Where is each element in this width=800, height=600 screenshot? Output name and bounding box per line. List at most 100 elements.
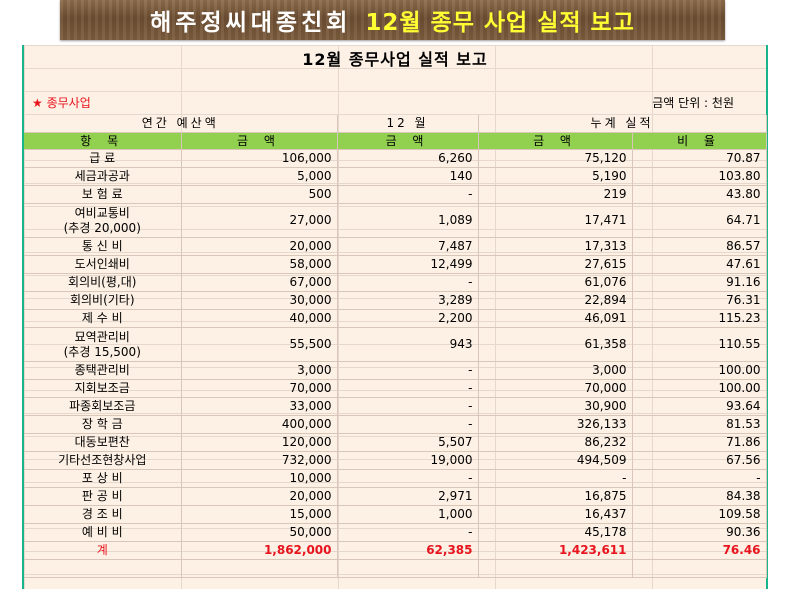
ratio-col-header: 비 율 <box>632 132 767 150</box>
section-label: ★ 종무사업 <box>32 96 91 110</box>
item-label: 종택관리비 <box>74 363 130 377</box>
ratio-cell: 64.71 <box>632 203 767 238</box>
total-month: 62,385 <box>337 541 479 560</box>
item-label: 회의비(평,대) <box>68 275 137 289</box>
ratio-cell: 47.61 <box>632 255 767 274</box>
empty-cell <box>632 559 767 578</box>
budget-cell: 3,000 <box>181 361 338 380</box>
org-name: 해주정씨대종친회 <box>150 10 352 36</box>
empty-cell <box>24 559 182 578</box>
ratio-cell: 84.38 <box>632 487 767 506</box>
month-amount-cell: - <box>337 469 479 488</box>
month-amount-cell: 7,487 <box>337 237 479 256</box>
month-amount-cell: - <box>337 379 479 398</box>
item-label: 보 험 료 <box>81 187 123 201</box>
ratio-cell: 43.80 <box>632 185 767 204</box>
budget-cell: 5,000 <box>181 167 338 186</box>
item-cell: 종택관리비 <box>24 361 182 380</box>
month-amount-cell: - <box>337 523 479 542</box>
budget-cell: 70,000 <box>181 379 338 398</box>
item-label: 대동보편찬 <box>74 435 130 449</box>
table-row: 보 험 료 500-219 43.80 <box>24 185 767 204</box>
item-label: 통 신 비 <box>81 239 123 253</box>
month-amount-cell: 943 <box>337 327 479 362</box>
item-label: 묘역관리비 <box>74 329 130 344</box>
item-label: 기타선조현창사업 <box>58 453 147 467</box>
ratio-cell: 67.56 <box>632 451 767 470</box>
item-note: (추경 15,500) <box>63 344 141 359</box>
item-cell: 여비교통비 (추경 20,000) <box>24 203 182 238</box>
item-label: 예 비 비 <box>81 525 123 539</box>
budget-cell: 500 <box>181 185 338 204</box>
item-label: 포 상 비 <box>81 471 123 485</box>
cum-amount-cell: 30,900 <box>478 397 633 416</box>
total-label: 계 <box>24 541 182 560</box>
item-label: 급 료 <box>89 151 116 165</box>
table-row: 경 조 비 15,000 1,000 16,437 109.58 <box>24 505 767 524</box>
ratio-cell: 81.53 <box>632 415 767 434</box>
subheader: ★ 종무사업 금액 단위 : 천원 <box>24 93 766 113</box>
ratio-cell: 103.80 <box>632 167 767 186</box>
ratio-cell: 100.00 <box>632 379 767 398</box>
month-amount-cell: - <box>337 397 479 416</box>
banner-title: 12월 종무 사업 실적 보고 <box>365 10 635 36</box>
month-amount-cell: 3,289 <box>337 291 479 310</box>
month-amount-col-header: 금 액 <box>337 132 479 150</box>
ratio-cell: 71.86 <box>632 433 767 452</box>
item-cell: 파종회보조금 <box>24 397 182 416</box>
cum-amount-cell: 22,894 <box>478 291 633 310</box>
empty-row <box>24 559 767 578</box>
ratio-cell: 110.55 <box>632 327 767 362</box>
table-row: 파종회보조금 33,000-30,900 93.64 <box>24 397 767 416</box>
cum-amount-cell: 16,437 <box>478 505 633 524</box>
table-row: 포 상 비 10,000- - - <box>24 469 767 488</box>
total-row: 계 1,862,000 62,385 1,423,611 76.46 <box>24 541 767 560</box>
table-row: 예 비 비 50,000-45,178 90.36 <box>24 523 767 542</box>
ratio-cell: 93.64 <box>632 397 767 416</box>
header-row-1: 연간 예산액 12 월 누계 실적 <box>24 115 767 133</box>
item-col-header: 항 목 <box>24 132 182 150</box>
item-cell: 지회보조금 <box>24 379 182 398</box>
cum-amount-cell: 61,076 <box>478 273 633 292</box>
ratio-cell: 100.00 <box>632 361 767 380</box>
item-cell: 예 비 비 <box>24 523 182 542</box>
spreadsheet: 12월 종무사업 실적 보고 ★ 종무사업 금액 단위 : 천원 연간 예산액 … <box>22 45 768 589</box>
item-label: 제 수 비 <box>81 311 123 325</box>
cum-amount-col-header: 금 액 <box>478 132 633 150</box>
ratio-cell: - <box>632 469 767 488</box>
item-cell: 포 상 비 <box>24 469 182 488</box>
month-amount-cell: 5,507 <box>337 433 479 452</box>
ratio-cell: 91.16 <box>632 273 767 292</box>
cum-amount-cell: 70,000 <box>478 379 633 398</box>
budget-cell: 120,000 <box>181 433 338 452</box>
cum-amount-cell: 326,133 <box>478 415 633 434</box>
total-ratio: 76.46 <box>632 541 767 560</box>
item-cell: 경 조 비 <box>24 505 182 524</box>
empty-cell <box>337 559 479 578</box>
budget-cell: 50,000 <box>181 523 338 542</box>
budget-cell: 55,500 <box>181 327 338 362</box>
item-cell: 도서인쇄비 <box>24 255 182 274</box>
item-cell: 통 신 비 <box>24 237 182 256</box>
month-amount-cell: 2,971 <box>337 487 479 506</box>
month-amount-cell: 140 <box>337 167 479 186</box>
month-amount-cell: 1,089 <box>337 203 479 238</box>
month-amount-cell: 19,000 <box>337 451 479 470</box>
total-budget: 1,862,000 <box>181 541 338 560</box>
budget-cell: 27,000 <box>181 203 338 238</box>
table-row: 회의비(기타) 30,000 3,289 22,894 76.31 <box>24 291 767 310</box>
cum-amount-cell: 3,000 <box>478 361 633 380</box>
month-amount-cell: 1,000 <box>337 505 479 524</box>
ratio-cell: 90.36 <box>632 523 767 542</box>
item-label: 지회보조금 <box>74 381 130 395</box>
budget-cell: 15,000 <box>181 505 338 524</box>
ratio-cell: 115.23 <box>632 309 767 328</box>
table-row: 종택관리비 3,000-3,000 100.00 <box>24 361 767 380</box>
item-label: 파종회보조금 <box>69 399 136 413</box>
budget-cell: 10,000 <box>181 469 338 488</box>
item-label: 판 공 비 <box>81 489 123 503</box>
item-cell: 제 수 비 <box>24 309 182 328</box>
table-row: 묘역관리비 (추경 15,500) 55,500 943 61,358 110.55 <box>24 327 767 362</box>
table-row: 지회보조금 70,000-70,000 100.00 <box>24 379 767 398</box>
table-row: 회의비(평,대) 67,000-61,076 91.16 <box>24 273 767 292</box>
